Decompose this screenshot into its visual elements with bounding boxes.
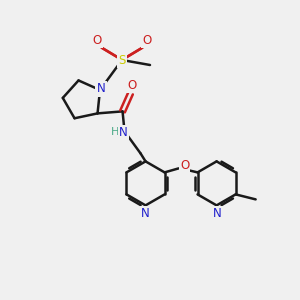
Text: S: S — [118, 53, 126, 67]
Text: N: N — [141, 207, 150, 220]
Text: N: N — [97, 82, 105, 95]
Text: N: N — [119, 126, 128, 139]
Text: O: O — [180, 159, 189, 172]
Text: O: O — [92, 34, 102, 46]
Text: O: O — [127, 79, 136, 92]
Text: N: N — [213, 207, 222, 220]
Text: O: O — [142, 34, 152, 46]
Text: H: H — [111, 128, 120, 137]
